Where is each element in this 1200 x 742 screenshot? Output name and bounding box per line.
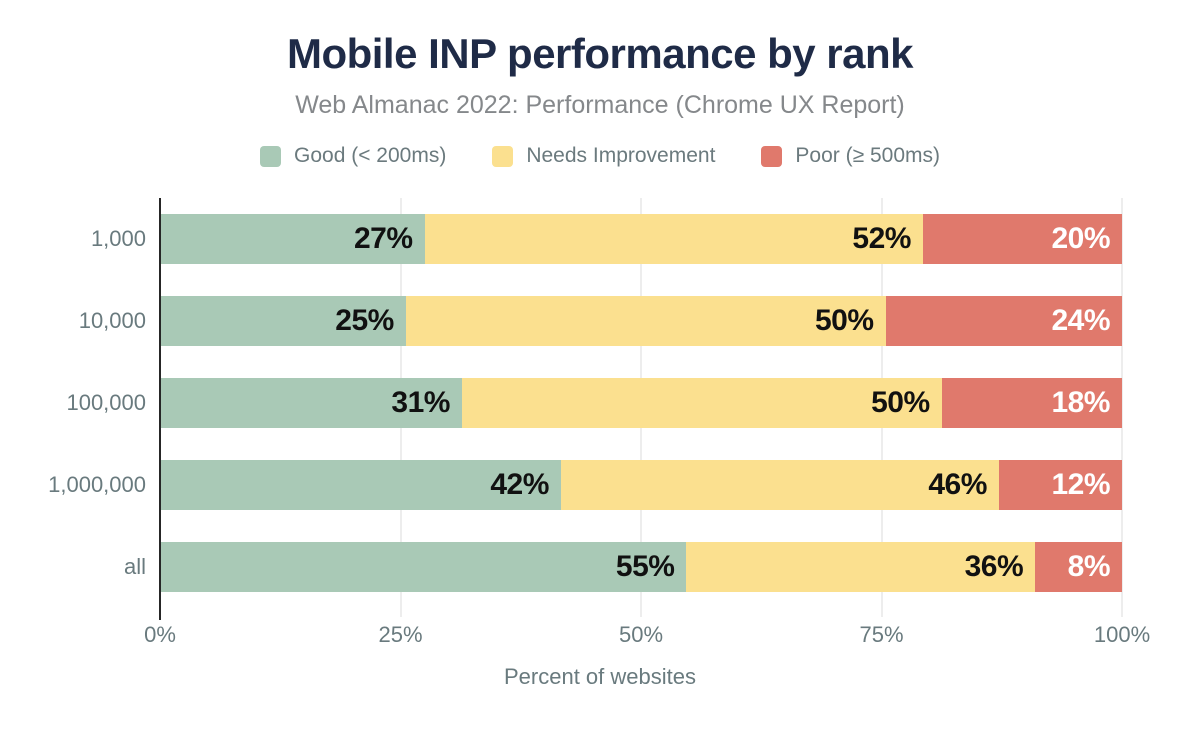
category-label: 1,000 xyxy=(90,226,146,252)
legend-label-needs-improvement: Needs Improvement xyxy=(526,144,716,168)
bar-row-10000: 10,000 25% 50% 24% xyxy=(79,280,1122,362)
segment-value-label: 42% xyxy=(490,468,549,502)
segment-value-label: 20% xyxy=(1051,222,1111,256)
x-axis-ticks: 0% 25% 50% 75% 100% xyxy=(144,622,1150,648)
bar-segment-good: 31% xyxy=(160,378,462,429)
bar-segment-good: 42% xyxy=(160,460,561,511)
bar-segment-poor: 8% xyxy=(1035,542,1122,593)
segment-value-label: 18% xyxy=(1051,386,1110,420)
bar-row-1000000: 1,000,000 42% 46% 12% xyxy=(48,444,1122,526)
bar-segment-poor: 24% xyxy=(885,296,1122,347)
segment-value-label: 55% xyxy=(615,550,675,584)
x-axis-tick-50: 50% xyxy=(618,622,664,648)
bar-rows: 1,000 27% 52% 20% 10,000 25% 50% 24% 100… xyxy=(48,198,1123,608)
segment-value-label: 27% xyxy=(354,222,413,256)
x-axis-title: Percent of websites xyxy=(504,664,696,690)
legend-label-poor: Poor (≥ 500ms) xyxy=(795,144,940,168)
bar-segment-good: 55% xyxy=(160,542,687,593)
segment-value-label: 12% xyxy=(1051,468,1110,502)
bar-segment-poor: 20% xyxy=(922,214,1123,265)
legend-label-good: Good (< 200ms) xyxy=(294,144,447,168)
category-label: all xyxy=(123,554,146,580)
bar-segment-good: 27% xyxy=(160,214,425,265)
bar-segment-needs-improvement: 50% xyxy=(461,378,942,429)
segment-value-label: 36% xyxy=(964,550,1024,584)
segment-value-label: 52% xyxy=(852,222,911,256)
legend-swatch-needs-improvement-icon xyxy=(492,145,514,167)
chart-subtitle: Web Almanac 2022: Performance (Chrome UX… xyxy=(295,91,905,120)
bar-segment-needs-improvement: 46% xyxy=(560,460,999,511)
bar-segment-poor: 18% xyxy=(941,378,1122,429)
category-label: 100,000 xyxy=(66,390,146,416)
y-axis-line xyxy=(159,198,161,621)
stacked-bar: 55% 36% 8% xyxy=(160,542,1122,593)
x-axis-tick-100: 100% xyxy=(1093,622,1151,648)
stacked-bar: 42% 46% 12% xyxy=(160,460,1122,511)
bar-segment-needs-improvement: 36% xyxy=(686,542,1036,593)
bar-row-all: all 55% 36% 8% xyxy=(124,526,1122,608)
stacked-bar: 25% 50% 24% xyxy=(160,296,1122,347)
gridline-100 xyxy=(1121,198,1123,618)
legend-swatch-good-icon xyxy=(260,145,281,167)
segment-value-label: 8% xyxy=(1067,550,1111,584)
segment-value-label: 50% xyxy=(871,386,930,420)
x-axis-tick-25: 25% xyxy=(378,622,423,648)
segment-value-label: 46% xyxy=(928,468,987,502)
bar-segment-needs-improvement: 50% xyxy=(405,296,886,347)
bar-segment-poor: 12% xyxy=(998,460,1122,511)
bar-row-1000: 1,000 27% 52% 20% xyxy=(91,198,1123,280)
bar-row-100000: 100,000 31% 50% 18% xyxy=(66,362,1122,444)
stacked-bar: 27% 52% 20% xyxy=(160,214,1123,265)
legend-item-poor: Poor (≥ 500ms) xyxy=(761,144,940,168)
category-label: 10,000 xyxy=(78,308,146,334)
segment-value-label: 31% xyxy=(391,386,450,420)
plot-area: 1,000 27% 52% 20% 10,000 25% 50% 24% 100… xyxy=(48,198,1150,647)
stacked-bar: 31% 50% 18% xyxy=(160,378,1122,429)
bar-segment-needs-improvement: 52% xyxy=(424,214,923,265)
segment-value-label: 24% xyxy=(1051,304,1110,338)
legend-swatch-poor-icon xyxy=(761,145,783,167)
category-label: 1,000,000 xyxy=(48,472,146,498)
segment-value-label: 50% xyxy=(814,304,874,338)
bar-segment-good: 25% xyxy=(160,296,406,347)
segment-value-label: 25% xyxy=(335,304,394,338)
legend-item-good: Good (< 200ms) xyxy=(260,144,446,168)
x-axis-tick-75: 75% xyxy=(859,622,904,648)
chart-title: Mobile INP performance by rank xyxy=(286,30,914,77)
legend-item-needs-improvement: Needs Improvement xyxy=(492,144,715,168)
legend: Good (< 200ms) Needs Improvement Poor (≥… xyxy=(0,144,1200,168)
x-axis-tick-0: 0% xyxy=(144,622,176,648)
